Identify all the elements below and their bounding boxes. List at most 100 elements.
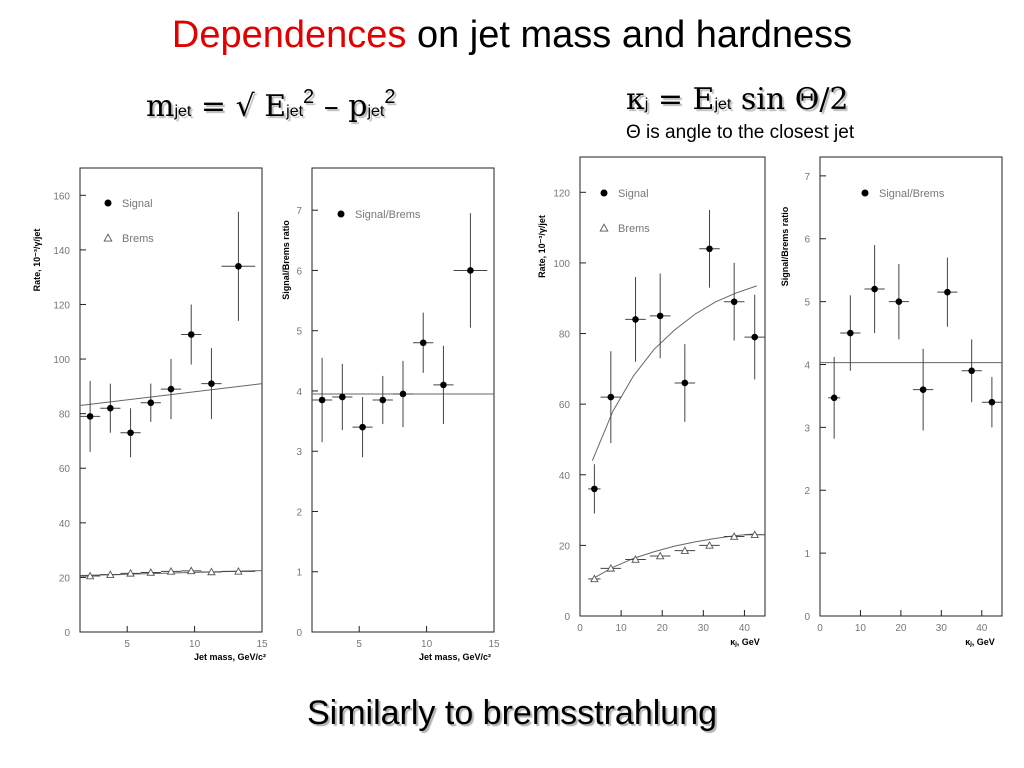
formula-E: E [264, 89, 287, 124]
x-tick-label: 20 [895, 623, 907, 634]
y-tick-label: 60 [59, 464, 71, 475]
title-rest: on jet mass and hardness [406, 14, 853, 56]
formula-m: m [146, 89, 175, 124]
data-point [85, 571, 95, 580]
y-tick-label: 1 [804, 549, 810, 560]
data-point [631, 555, 640, 563]
y-tick-label: 140 [53, 246, 70, 257]
x-tick-label: 40 [739, 623, 751, 634]
formula-sqrt: = √ [191, 89, 265, 124]
plot-frame [579, 156, 766, 617]
y-tick-label: 5 [296, 327, 302, 338]
y-tick-label: 7 [804, 172, 810, 183]
legend-label: Brems [122, 233, 154, 245]
formula-p-sup: 2 [384, 86, 396, 108]
y-axis-label: Rate, 10⁻³/γ/jet [537, 215, 547, 278]
data-point [186, 566, 196, 575]
data-point [440, 381, 447, 389]
data-point [86, 413, 94, 420]
data-point [399, 390, 407, 398]
bottom-caption: Similarly to bremsstrahlung [306, 694, 718, 732]
data-point [751, 333, 759, 341]
x-tick-label: 15 [256, 639, 268, 650]
data-point [106, 570, 115, 578]
data-point [750, 530, 759, 539]
x-axis-label: κⱼ, GeV [965, 637, 995, 647]
kappa-formula: κj = Ejet sin Θ/2 [626, 82, 849, 117]
y-tick-label: 2 [804, 486, 810, 497]
data-point [207, 567, 216, 576]
data-point [126, 568, 135, 577]
plot-frame [79, 167, 263, 633]
x-tick-label: 15 [488, 639, 500, 650]
fit-curve [591, 285, 757, 461]
legend-label: Signal/Brems [355, 209, 421, 221]
x-tick-label: 10 [421, 639, 433, 650]
data-point [830, 394, 838, 402]
x-tick-label: 10 [189, 639, 201, 650]
formula-energy: E [692, 82, 715, 117]
formula-equals: = [648, 82, 693, 117]
data-point [607, 393, 615, 401]
y-axis-label: Signal/Brems ratio [281, 220, 291, 300]
x-axis-label: Jet mass, GeV/c² [194, 652, 266, 662]
angle-note: Θ is angle to the closest jet [626, 122, 855, 143]
data-point [590, 574, 599, 583]
y-tick-label: 60 [559, 400, 571, 411]
data-point [379, 396, 387, 404]
x-tick-label: 20 [657, 623, 669, 634]
data-point [467, 267, 474, 274]
data-point [606, 563, 616, 572]
y-tick-label: 40 [559, 471, 571, 482]
x-tick-label: 30 [698, 623, 710, 634]
y-tick-label: 20 [59, 573, 71, 584]
y-tick-label: 3 [804, 423, 810, 434]
formula-minus: – [314, 89, 349, 124]
data-point [208, 380, 215, 387]
data-point [107, 404, 114, 412]
y-tick-label: 3 [296, 447, 302, 458]
formula-kappa-sub: j [644, 96, 649, 113]
legend-marker [337, 210, 345, 218]
title-highlight: Dependences [171, 14, 407, 56]
formula-p: p [348, 89, 368, 124]
data-point [591, 485, 598, 493]
x-tick-label: 5 [356, 639, 362, 650]
y-tick-label: 6 [296, 266, 302, 277]
data-point [166, 566, 176, 575]
x-axis-label: κⱼ, GeV [730, 637, 760, 647]
y-tick-label: 4 [296, 387, 302, 398]
y-tick-label: 80 [559, 330, 571, 341]
data-point [730, 298, 738, 306]
data-point [339, 393, 346, 401]
data-point [419, 339, 427, 347]
slide-title: Dependences on jet mass and hardness [0, 14, 1024, 57]
data-point [847, 329, 854, 337]
x-tick-label: 40 [976, 623, 988, 634]
legend-label: Signal/Brems [879, 188, 945, 200]
data-point [655, 551, 665, 560]
y-tick-label: 5 [804, 298, 810, 309]
y-tick-label: 7 [296, 206, 302, 217]
x-axis-label: Jet mass, GeV/c² [419, 652, 491, 662]
data-point [146, 568, 156, 576]
y-tick-label: 2 [296, 507, 302, 518]
y-tick-label: 120 [553, 188, 570, 199]
legend-marker [600, 189, 608, 197]
y-tick-label: 6 [804, 235, 810, 246]
y-axis-label: Rate, 10⁻³/γ/jet [32, 229, 42, 292]
y-tick-label: 40 [59, 519, 71, 530]
formula-p-sub: jet [367, 103, 385, 120]
y-tick-label: 0 [804, 612, 810, 623]
data-point [235, 262, 242, 270]
data-point [680, 546, 690, 554]
jet-mass-formula: mjet = √ Ejet2 – pjet2 [146, 86, 396, 124]
data-point [234, 566, 243, 575]
data-point [127, 429, 134, 437]
x-tick-label: 0 [577, 623, 583, 634]
y-tick-label: 4 [804, 360, 810, 371]
data-point [705, 540, 714, 549]
data-point [988, 398, 996, 406]
y-tick-label: 100 [553, 259, 570, 270]
